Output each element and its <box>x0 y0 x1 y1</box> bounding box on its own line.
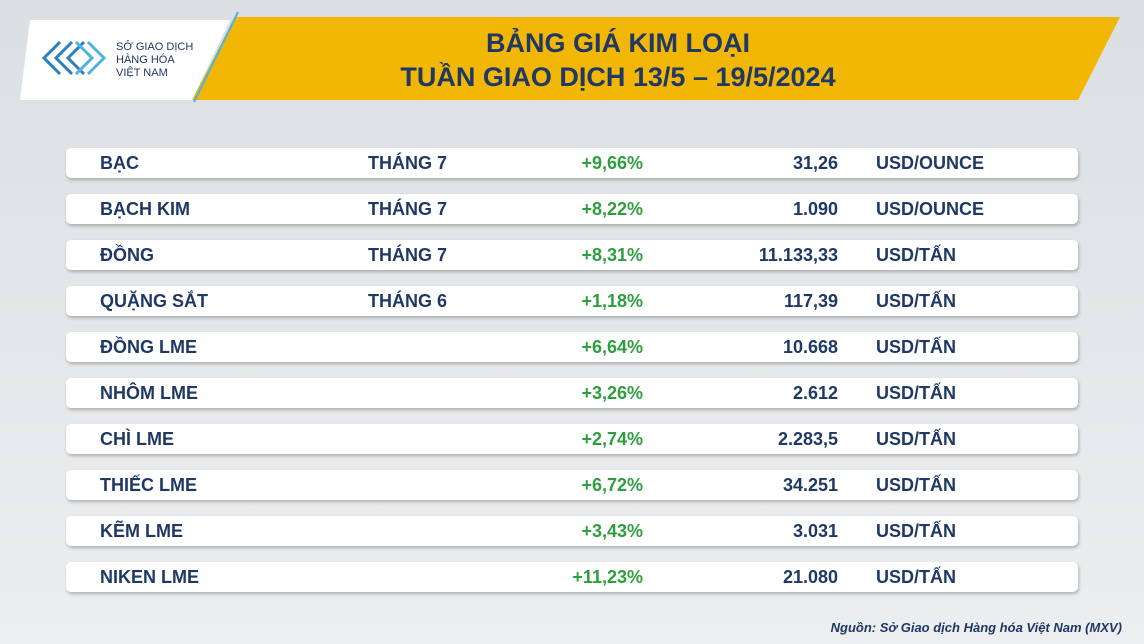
cell-unit: USD/OUNCE <box>876 199 985 219</box>
cell-change: +1,18% <box>581 291 643 311</box>
logo-icon <box>41 40 107 76</box>
table-row: KẼM LME +3,43% 3.031 USD/TẤN <box>66 516 1078 546</box>
logo-panel <box>20 20 230 100</box>
cell-change: +3,26% <box>581 383 643 403</box>
cell-unit: USD/TẤN <box>876 521 956 541</box>
cell-price: 117,39 <box>783 291 838 311</box>
logo-line: VIỆT NAM <box>116 66 168 79</box>
cell-unit: USD/TẤN <box>876 337 956 357</box>
logo-accent <box>193 11 239 103</box>
title: BẢNG GIÁ KIM LOẠI <box>486 26 750 58</box>
cell-price: 2.612 <box>792 383 838 403</box>
cell-name: ĐỒNG <box>100 245 154 265</box>
cell-price: 11.133,33 <box>758 245 838 265</box>
logo-text: SỞ GIAO DỊCH HÀNG HÓA VIỆT NAM <box>116 40 193 79</box>
cell-name: QUẶNG SẮT <box>100 291 208 311</box>
table-row: BẠCH KIM THÁNG 7 +8,22% 1.090 USD/OUNCE <box>66 194 1078 224</box>
cell-change: +8,22% <box>581 199 643 219</box>
cell-price: 34.251 <box>782 475 838 495</box>
cell-name: BẠCH KIM <box>100 199 190 219</box>
cell-price: 10.668 <box>782 337 838 357</box>
cell-change: +3,43% <box>581 521 643 541</box>
cell-price: 2.283,5 <box>777 429 838 449</box>
cell-unit: USD/TẤN <box>876 291 956 311</box>
logo-line: HÀNG HÓA <box>116 53 175 66</box>
cell-name: CHÌ LME <box>100 429 174 449</box>
table-row: BẠC THÁNG 7 +9,66% 31,26 USD/OUNCE <box>66 148 1078 178</box>
cell-unit: USD/OUNCE <box>876 153 985 173</box>
cell-name: KẼM LME <box>100 521 183 541</box>
cell-month: THÁNG 6 <box>368 291 448 311</box>
cell-unit: USD/TẤN <box>876 475 956 495</box>
cell-month: THÁNG 7 <box>368 245 448 265</box>
cell-change: +6,72% <box>581 475 643 495</box>
cell-change: +8,31% <box>581 245 643 265</box>
cell-unit: USD/TẤN <box>876 567 956 587</box>
table-row: ĐỒNG THÁNG 7 +8,31% 11.133,33 USD/TẤN <box>66 240 1078 270</box>
cell-unit: USD/TẤN <box>876 383 956 403</box>
table-row: NIKEN LME +11,23% 21.080 USD/TẤN <box>66 562 1078 592</box>
cell-month: THÁNG 7 <box>368 153 448 173</box>
table-row: QUẶNG SẮT THÁNG 6 +1,18% 117,39 USD/TẤN <box>66 286 1078 316</box>
logo-line: SỞ GIAO DỊCH <box>116 40 193 53</box>
title-banner <box>192 17 1120 100</box>
cell-change: +9,66% <box>581 153 643 173</box>
cell-name: NHÔM LME <box>100 383 198 403</box>
cell-price: 31,26 <box>792 153 838 173</box>
table-row: NHÔM LME +3,26% 2.612 USD/TẤN <box>66 378 1078 408</box>
cell-name: NIKEN LME <box>100 567 199 587</box>
cell-price: 3.031 <box>792 521 838 541</box>
table-row: CHÌ LME +2,74% 2.283,5 USD/TẤN <box>66 424 1078 454</box>
table-row: ĐỒNG LME +6,64% 10.668 USD/TẤN <box>66 332 1078 362</box>
cell-name: BẠC <box>100 153 139 173</box>
title: TUẦN GIAO DỊCH 13/5 – 19/5/2024 <box>400 61 835 92</box>
cell-change: +11,23% <box>572 567 643 587</box>
cell-change: +6,64% <box>581 337 643 357</box>
cell-month: THÁNG 7 <box>368 199 448 219</box>
cell-unit: USD/TẤN <box>876 245 956 265</box>
cell-price: 1.090 <box>792 199 838 219</box>
cell-change: +2,74% <box>581 429 643 449</box>
table-row: THIẾC LME +6,72% 34.251 USD/TẤN <box>66 470 1078 500</box>
cell-name: THIẾC LME <box>100 475 197 495</box>
cell-name: ĐỒNG LME <box>100 337 197 357</box>
cell-unit: USD/TẤN <box>876 429 956 449</box>
cell-price: 21.080 <box>782 567 838 587</box>
source: Nguồn: Sở Giao dịch Hàng hóa Việt Nam (M… <box>831 620 1122 635</box>
